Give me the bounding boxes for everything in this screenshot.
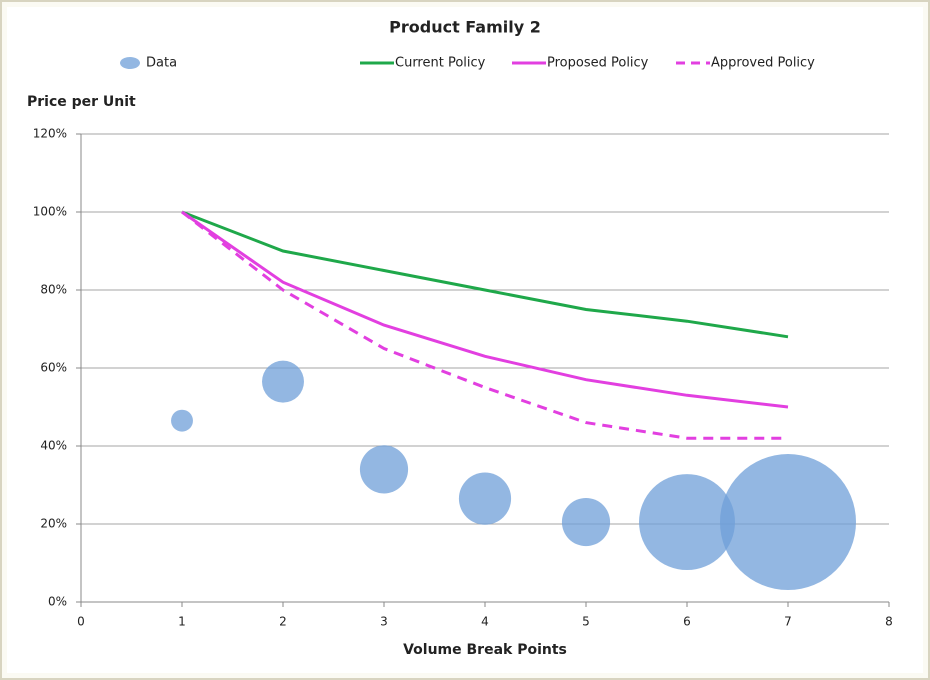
y-tick-label: 20% [40,517,67,531]
line [181,210,789,339]
bubble [639,474,735,571]
y-axis-title: Price per Unit [27,94,136,110]
x-tick-label: 7 [784,615,792,629]
x-tick-label: 1 [178,615,186,629]
bubble [720,454,856,591]
line [181,210,789,409]
line [181,210,788,440]
y-tick-label: 120% [33,127,67,141]
y-tick-label: 100% [33,205,67,219]
x-tick-label: 5 [582,615,590,629]
x-tick-label: 0 [77,615,85,629]
bubble [171,409,193,432]
x-tick-label: 3 [380,615,388,629]
bubble [561,497,611,547]
legend-label: Proposed Policy [547,56,649,71]
bubble [262,360,304,403]
y-tick-label: 80% [40,283,67,297]
bubble [458,472,512,525]
legend-label: Current Policy [395,56,486,71]
x-tick-label: 2 [279,615,287,629]
x-tick-label: 8 [885,615,893,629]
legend-label: Data [146,56,177,71]
legend-label: Approved Policy [711,56,815,71]
x-tick-label: 4 [481,615,489,629]
x-tick-label: 6 [683,615,691,629]
legend-swatch [120,57,140,69]
bubble [359,445,409,494]
x-axis-title: Volume Break Points [403,642,567,658]
y-tick-label: 0% [48,595,67,609]
chart-title: Product Family 2 [389,18,541,37]
y-tick-label: 40% [40,439,67,453]
y-tick-label: 60% [40,361,67,375]
